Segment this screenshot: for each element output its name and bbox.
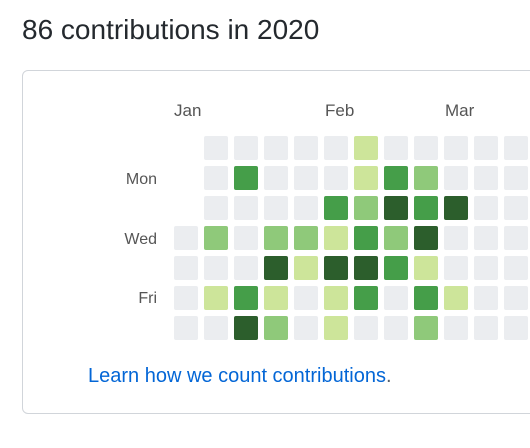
day-cell <box>204 256 228 280</box>
footer: Learn how we count contributions. <box>88 365 392 388</box>
day-cell <box>384 166 408 190</box>
day-cell <box>204 136 228 160</box>
month-label: Feb <box>325 101 355 120</box>
day-cell <box>474 166 498 190</box>
day-cell <box>264 136 288 160</box>
day-cell <box>444 196 468 220</box>
day-cell <box>414 316 438 340</box>
day-cell <box>504 256 528 280</box>
day-cell <box>414 136 438 160</box>
day-cell <box>354 166 378 190</box>
day-cell <box>204 226 228 250</box>
day-cell <box>294 226 318 250</box>
day-cell <box>234 196 258 220</box>
day-cell <box>324 136 348 160</box>
day-cell <box>264 226 288 250</box>
day-cell <box>234 256 258 280</box>
day-label: Mon <box>125 171 157 188</box>
day-cell <box>414 286 438 310</box>
day-cell <box>234 136 258 160</box>
day-cell <box>174 316 198 340</box>
day-cell <box>294 136 318 160</box>
day-cell <box>294 166 318 190</box>
day-cell <box>324 256 348 280</box>
day-cell <box>354 316 378 340</box>
day-cell <box>264 196 288 220</box>
day-cell <box>474 136 498 160</box>
day-cell <box>354 196 378 220</box>
day-cell <box>444 316 468 340</box>
title: 86 contributions in 2020 <box>22 14 320 45</box>
day-label: Wed <box>124 231 157 248</box>
day-cell <box>414 256 438 280</box>
day-cell <box>474 256 498 280</box>
day-cell <box>294 196 318 220</box>
day-cell <box>504 166 528 190</box>
day-cell <box>354 256 378 280</box>
day-cell <box>504 286 528 310</box>
day-cell <box>444 136 468 160</box>
day-cell <box>474 316 498 340</box>
day-cell <box>174 286 198 310</box>
day-cell <box>264 286 288 310</box>
day-cell <box>204 316 228 340</box>
day-cell <box>354 226 378 250</box>
day-cell <box>264 166 288 190</box>
day-cell <box>414 166 438 190</box>
month-label: Mar <box>445 101 475 120</box>
footer-suffix: . <box>385 365 392 387</box>
day-cell <box>174 256 198 280</box>
day-cell <box>414 226 438 250</box>
day-label: Fri <box>138 290 157 307</box>
day-cell <box>504 196 528 220</box>
day-cell <box>204 166 228 190</box>
learn-link[interactable]: Learn how we count contributions <box>88 365 386 387</box>
day-cell <box>234 286 258 310</box>
day-cell <box>384 136 408 160</box>
day-cell <box>474 226 498 250</box>
day-cell <box>384 256 408 280</box>
day-cell <box>384 316 408 340</box>
day-cell <box>294 256 318 280</box>
day-cell <box>354 136 378 160</box>
day-cell <box>294 286 318 310</box>
day-cell <box>324 196 348 220</box>
day-cell <box>444 256 468 280</box>
day-cell <box>234 226 258 250</box>
day-cell <box>264 316 288 340</box>
calendar-box <box>22 70 530 414</box>
day-cell <box>324 166 348 190</box>
day-cell <box>234 166 258 190</box>
day-cell <box>444 166 468 190</box>
day-cell <box>234 316 258 340</box>
day-cell <box>324 316 348 340</box>
day-cell <box>324 286 348 310</box>
day-cell <box>264 256 288 280</box>
day-cell <box>384 226 408 250</box>
day-cell <box>444 286 468 310</box>
day-cell <box>384 286 408 310</box>
day-cell <box>504 136 528 160</box>
day-cell <box>204 196 228 220</box>
day-cell <box>204 286 228 310</box>
day-cell <box>174 226 198 250</box>
day-cell <box>474 196 498 220</box>
day-cell <box>474 286 498 310</box>
day-cell <box>354 286 378 310</box>
day-cell <box>294 316 318 340</box>
day-cell <box>504 316 528 340</box>
day-cell <box>414 196 438 220</box>
day-cell <box>444 226 468 250</box>
day-cell <box>324 226 348 250</box>
day-cell <box>384 196 408 220</box>
month-label: Jan <box>174 101 202 120</box>
day-cell <box>504 226 528 250</box>
